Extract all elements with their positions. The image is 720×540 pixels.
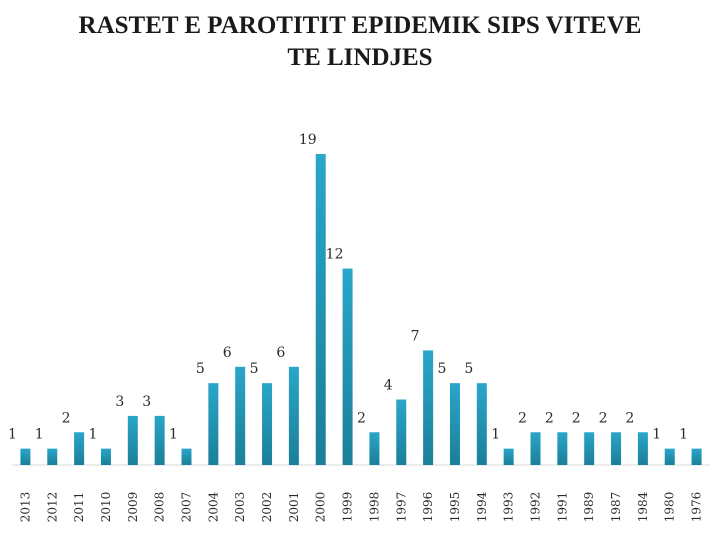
bar-1989	[584, 432, 595, 465]
data-label-1987: 2	[599, 410, 608, 426]
bar-1999	[342, 268, 353, 465]
data-label-1984: 2	[625, 410, 634, 426]
x-tick-label-1989: 1989	[582, 492, 596, 523]
bar-1980	[664, 448, 675, 465]
x-tick-label-2013: 2013	[18, 492, 32, 523]
x-tick-label-1999: 1999	[341, 492, 355, 523]
x-tick-label-1995: 1995	[448, 492, 462, 523]
data-label-2013: 1	[8, 427, 17, 443]
data-label-1989: 2	[572, 410, 581, 426]
bar-2013	[20, 448, 31, 465]
bar-1996	[423, 350, 434, 465]
data-label-1998: 2	[357, 410, 366, 426]
data-label-1993: 1	[491, 427, 500, 443]
data-label-2004: 5	[196, 361, 205, 377]
data-label-1991: 2	[545, 410, 554, 426]
x-tick-label-2009: 2009	[126, 492, 140, 523]
data-label-2010: 1	[88, 427, 97, 443]
x-tick-label-1976: 1976	[690, 492, 704, 523]
data-label-2001: 6	[276, 345, 285, 361]
data-label-2002: 5	[250, 361, 259, 377]
data-label-2012: 1	[35, 427, 44, 443]
bar-2000	[315, 154, 326, 465]
bar-2002	[262, 383, 273, 465]
data-label-2003: 6	[223, 345, 232, 361]
bar-2012	[47, 448, 58, 465]
x-tick-label-1998: 1998	[367, 492, 381, 523]
bar-1991	[557, 432, 568, 465]
x-tick-label-1991: 1991	[555, 492, 569, 523]
bar-1993	[503, 448, 514, 465]
bar-2010	[100, 448, 111, 465]
bar-1995	[449, 383, 460, 465]
data-label-1994: 5	[464, 361, 473, 377]
bar-1984	[637, 432, 648, 465]
data-label-2009: 3	[115, 394, 124, 410]
x-tick-label-1997: 1997	[394, 492, 408, 523]
data-label-1997: 4	[384, 378, 393, 394]
bar-1997	[396, 399, 407, 465]
x-tick-label-1993: 1993	[502, 492, 516, 523]
chart-title-line-2: TE LINDJES	[287, 44, 433, 71]
x-tick-label-2000: 2000	[314, 492, 328, 523]
data-label-1976: 1	[679, 427, 688, 443]
data-label-2008: 3	[142, 394, 151, 410]
bar-2007	[181, 448, 192, 465]
bar-1987	[611, 432, 622, 465]
x-tick-label-1996: 1996	[421, 492, 435, 523]
bar-2004	[208, 383, 219, 465]
x-tick-label-2002: 2002	[260, 492, 274, 523]
data-label-1999: 12	[326, 247, 344, 263]
data-label-1980: 1	[652, 427, 661, 443]
bar-1992	[530, 432, 541, 465]
bar-2003	[235, 366, 246, 465]
data-label-2011: 2	[62, 410, 71, 426]
bar-1976	[691, 448, 702, 465]
x-tick-label-1984: 1984	[636, 491, 650, 522]
chart-title-line-1: RASTET E PAROTITIT EPIDEMIK SIPS VITEVE	[78, 12, 642, 39]
x-tick-label-2003: 2003	[233, 492, 247, 523]
bar-1998	[369, 432, 380, 465]
x-tick-label-2007: 2007	[180, 492, 194, 523]
data-label-2007: 1	[169, 427, 178, 443]
x-tick-label-2004: 2004	[206, 491, 220, 522]
bar-1994	[476, 383, 487, 465]
x-tick-label-1994: 1994	[475, 491, 489, 522]
bar-2008	[154, 415, 165, 465]
data-label-1992: 2	[518, 410, 527, 426]
data-label-2000: 19	[299, 132, 317, 148]
chart-title: RASTET E PAROTITIT EPIDEMIK SIPS VITEVE …	[40, 10, 680, 74]
x-tick-label-2011: 2011	[72, 492, 86, 523]
x-tick-label-2008: 2008	[153, 492, 167, 523]
data-label-1996: 7	[411, 328, 420, 344]
x-tick-label-1992: 1992	[529, 492, 543, 523]
x-tick-label-2001: 2001	[287, 492, 301, 523]
x-tick-label-2012: 2012	[45, 492, 59, 523]
x-tick-label-2010: 2010	[99, 492, 113, 523]
x-tick-label-1980: 1980	[663, 492, 677, 523]
bar-2009	[127, 415, 138, 465]
x-tick-label-1987: 1987	[609, 492, 623, 523]
bar-2011	[74, 432, 85, 465]
data-label-1995: 5	[437, 361, 446, 377]
bar-2001	[288, 366, 299, 465]
